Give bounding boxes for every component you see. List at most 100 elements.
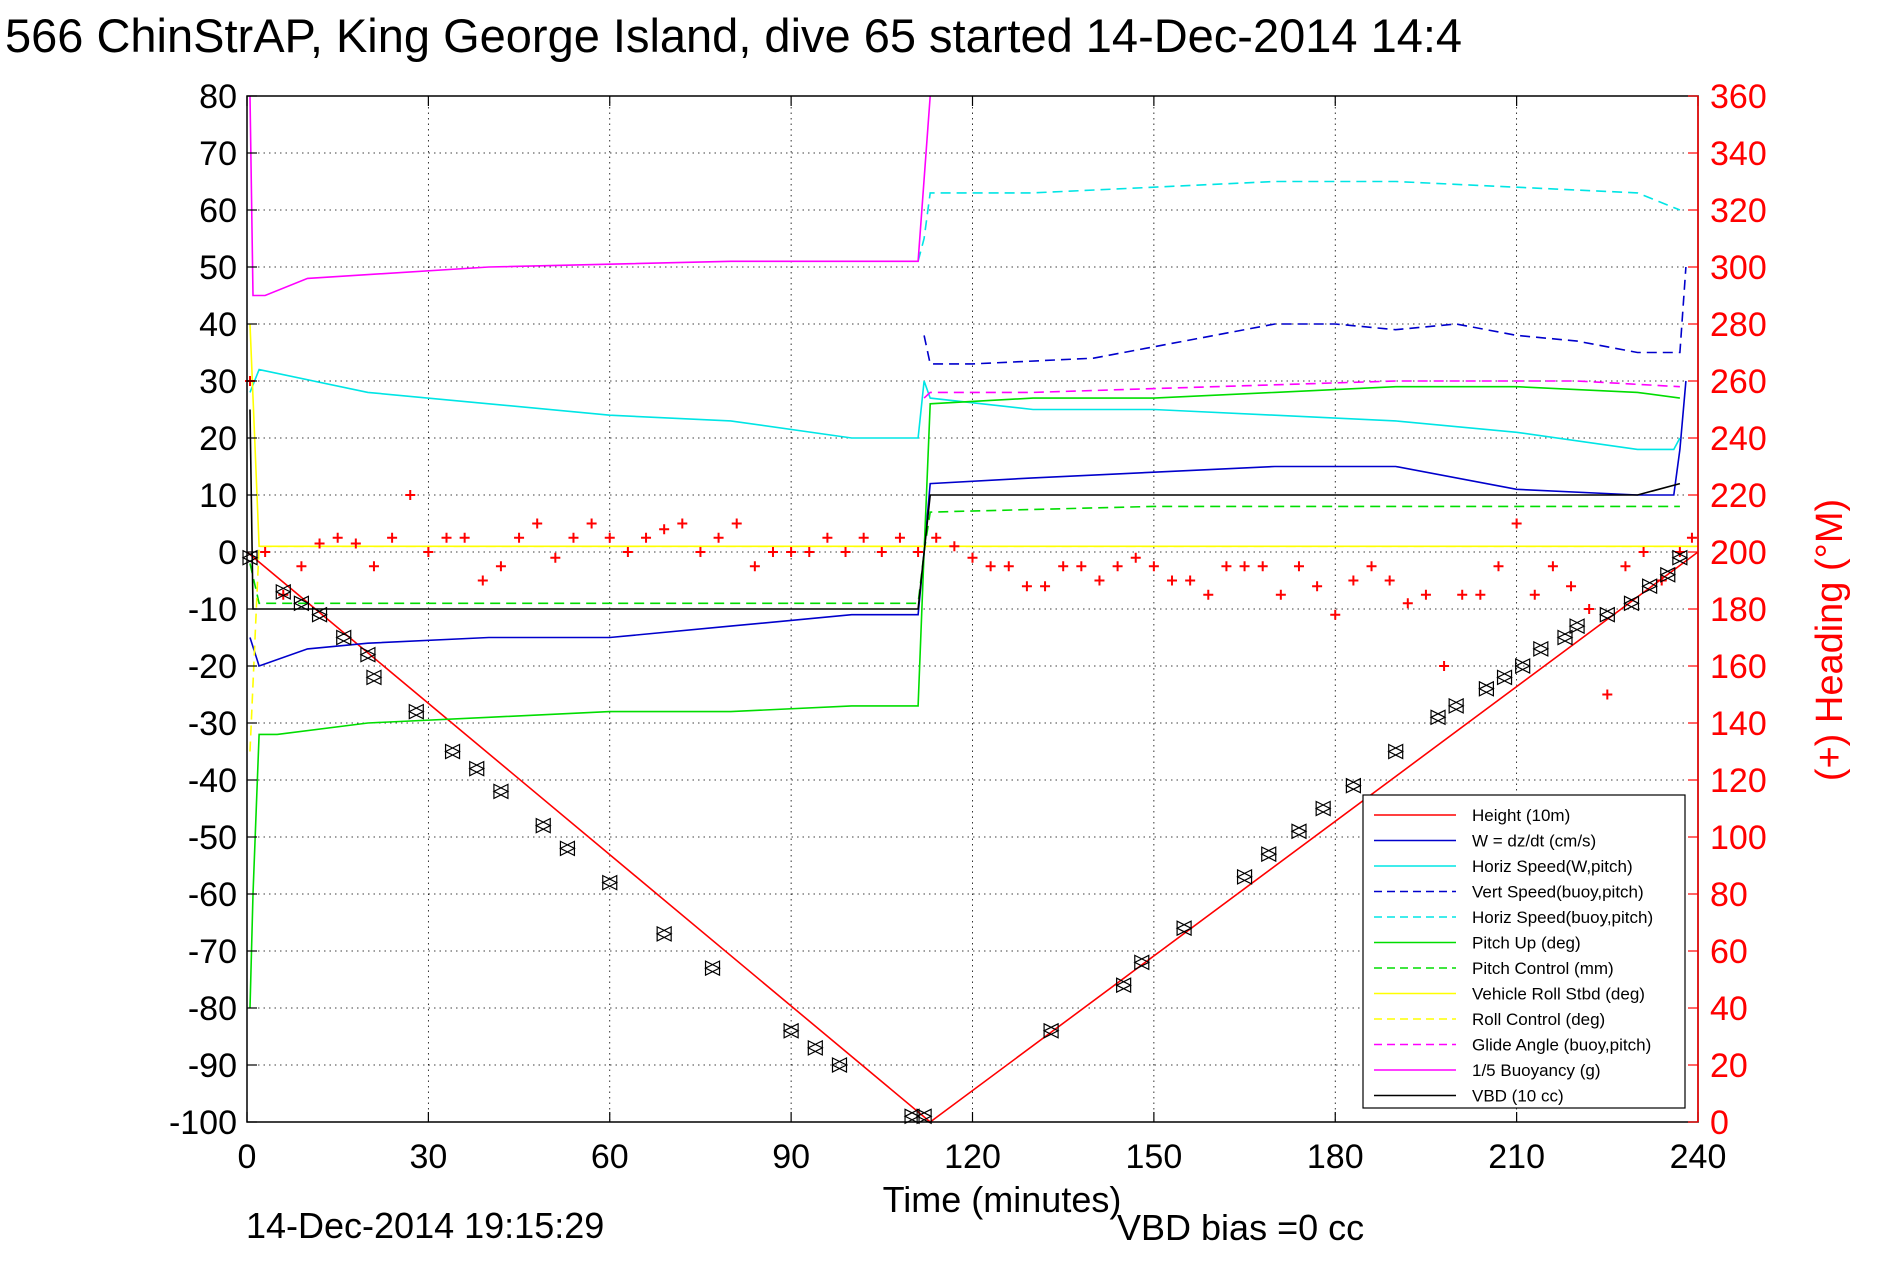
series-line-pitch-control-mm [249,505,1680,605]
heading-point [260,547,271,557]
heading-point [1457,589,1468,600]
heading-point [441,532,452,543]
y-right-tick-label: 300 [1710,249,1767,287]
depth-marker [1659,566,1677,583]
heading-point [1312,581,1323,592]
depth-marker [1671,549,1689,566]
heading-point [1130,552,1141,563]
legend-label: 1/5 Buoyancy (g) [1472,1061,1601,1080]
y-right-tick-label: 280 [1710,306,1767,344]
legend-label: Pitch Control (mm) [1472,959,1614,978]
heading-point [822,532,833,543]
y-tick-label: 20 [199,420,237,458]
depth-marker [1314,800,1332,817]
x-tick-label: 150 [1126,1138,1183,1176]
legend-box [1362,794,1686,1109]
y-right-tick-label: 200 [1710,534,1767,572]
depth-marker [559,840,576,857]
legend-label: Glide Angle (buoy,pitch) [1472,1036,1651,1055]
y-right-tick-label: 20 [1710,1047,1748,1085]
heading-point [894,532,905,543]
heading-point [1221,561,1232,572]
heading-point [550,552,561,563]
series-line-pitch-up-deg [249,385,1681,1009]
x-tick-label: 90 [772,1138,810,1176]
depth-marker [1133,954,1151,971]
depth-marker [1115,977,1132,994]
series-depth-markers [241,549,1689,1125]
y-right-tick-label: 60 [1710,933,1748,971]
heading-point [804,547,815,557]
y-tick-label: -20 [188,648,237,686]
heading-point [913,547,924,557]
heading-point [1384,575,1395,586]
heading-point [713,532,724,543]
depth-marker [241,549,259,566]
heading-point [659,524,670,535]
y-right-tick-label: 320 [1710,192,1767,230]
legend-label: VBD (10 cc) [1472,1087,1564,1106]
legend-label: W = dz/dt (cm/s) [1472,832,1596,851]
y-tick-label: 60 [199,192,237,230]
heading-point [1167,575,1178,586]
y-right-tick-label: 100 [1710,819,1767,857]
heading-point [296,561,307,572]
depth-marker [655,925,673,942]
depth-marker [1260,846,1278,863]
depth-marker [468,760,486,777]
heading-point [1493,561,1504,572]
x-tick-label: 30 [409,1138,447,1176]
x-tick-label: 210 [1488,1138,1545,1176]
y-right-tick-label: 240 [1710,420,1767,458]
heading-point [622,547,633,557]
footer-timestamp: 14-Dec-2014 19:15:29 [246,1205,604,1246]
heading-point [1402,598,1413,609]
heading-point [1076,561,1087,572]
heading-point [931,532,942,543]
x-tick-label: 180 [1307,1138,1364,1176]
depth-marker [1387,743,1405,760]
y-right-tick-label: 80 [1710,876,1748,914]
y-right-tick-label: 180 [1710,591,1767,629]
y-right-tick-label: 160 [1710,648,1767,686]
heading-point [314,538,325,549]
depth-marker [915,1108,933,1125]
heading-point [568,532,579,543]
heading-point [1686,532,1697,543]
depth-marker [359,646,377,663]
depth-marker [806,1039,824,1056]
heading-point [477,575,488,586]
series-line-vbd-10-cc [249,409,1681,610]
depth-marker [407,703,425,720]
heading-point [1547,561,1558,572]
y-tick-label: 50 [199,249,237,287]
depth-marker [365,669,383,686]
y-tick-label: 40 [199,306,237,344]
depth-marker [1175,920,1193,937]
y-tick-label: -70 [188,933,237,971]
heading-point [1584,604,1595,614]
series-layer [241,95,1699,1125]
depth-marker [601,874,619,891]
heading-point [387,532,398,543]
heading-point [840,547,851,557]
heading-point [1275,589,1286,600]
legend-label: Vert Speed(buoy,pitch) [1472,883,1644,902]
y-tick-label: -90 [188,1047,237,1085]
y-tick-label: -30 [188,705,237,743]
depth-marker [1447,697,1465,714]
heading-point [368,561,379,572]
heading-point [1475,589,1486,600]
y-tick-label: -60 [188,876,237,914]
y-right-tick-label: 260 [1710,363,1767,401]
heading-point [604,532,615,543]
y-tick-label: -80 [188,990,237,1028]
heading-point [641,532,652,543]
depth-marker [1641,578,1658,595]
depth-marker [311,606,328,623]
y-tick-label: -100 [169,1104,237,1142]
heading-point [495,561,506,572]
heading-point [1094,575,1105,586]
